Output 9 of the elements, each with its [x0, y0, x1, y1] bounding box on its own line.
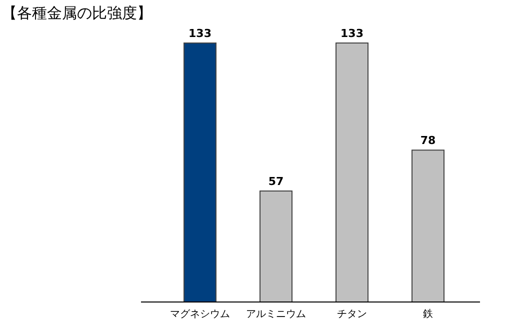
data-label: 133: [340, 27, 364, 40]
x-tick-label: マグネシウム: [170, 309, 230, 320]
data-label: 133: [188, 27, 212, 40]
chart-title: 【各種金属の比強度】: [2, 4, 152, 23]
data-label: 78: [420, 134, 436, 148]
x-tick-label: アルミニウム: [246, 309, 306, 320]
data-label: 57: [268, 175, 284, 188]
x-tick-label: 鉄: [423, 308, 433, 320]
x-tick-label: チタン: [337, 309, 367, 320]
